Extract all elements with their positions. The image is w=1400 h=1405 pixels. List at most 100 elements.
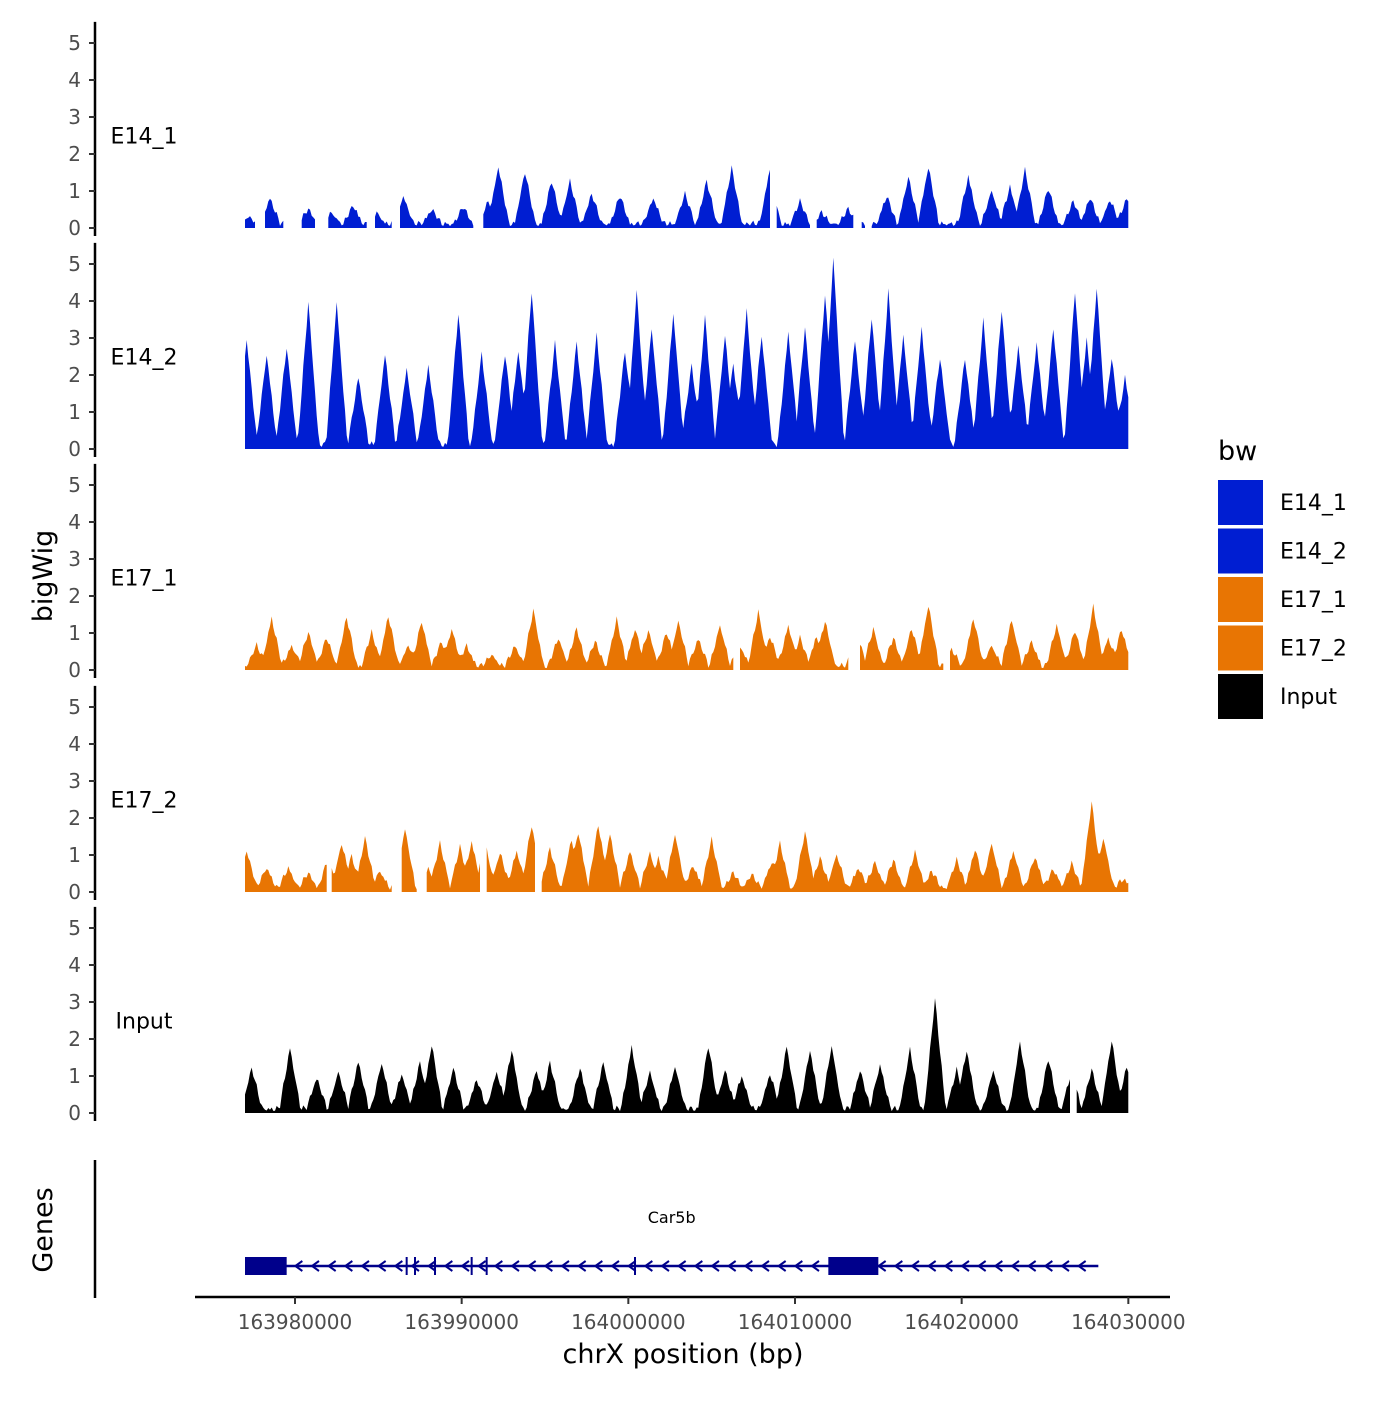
strand-arrow <box>376 1260 387 1272</box>
strand-arrow <box>426 1260 437 1272</box>
legend-label: Input <box>1280 685 1337 710</box>
x-tick-label: 164000000 <box>571 1310 686 1334</box>
strand-arrow <box>1060 1260 1070 1272</box>
strand-arrow <box>943 1260 953 1272</box>
legend-swatch <box>1218 577 1263 622</box>
legend-swatch <box>1218 480 1263 525</box>
strand-arrow <box>293 1260 303 1272</box>
x-tick-label: 164020000 <box>904 1310 1019 1334</box>
y-tick-label: 4 <box>68 510 81 534</box>
strand-arrow <box>576 1260 587 1272</box>
y-tick-label: 2 <box>68 1027 81 1051</box>
y-tick-label: 1 <box>68 400 81 424</box>
track-label: E17_1 <box>111 567 178 592</box>
y-tick-label: 5 <box>68 252 81 276</box>
strand-arrow <box>476 1260 487 1272</box>
x-axis: 163980000 163990000 164000000 164010000 1640… <box>195 1295 1186 1334</box>
strand-arrow <box>626 1260 637 1272</box>
strand-arrow <box>660 1260 670 1272</box>
strand-arrow <box>493 1260 503 1272</box>
strand-arrow <box>643 1260 653 1272</box>
y-tick-label: 5 <box>68 31 81 55</box>
exon <box>245 1257 287 1275</box>
y-tick-label: 3 <box>68 105 81 129</box>
strand-arrow <box>393 1260 403 1272</box>
track-E14_1: 0 1 2 3 4 5 E14_1 <box>68 21 1129 240</box>
x-tick-label: 164030000 <box>1071 1310 1186 1334</box>
strand-arrow <box>776 1260 787 1272</box>
exon <box>828 1257 879 1275</box>
y-tick-label: 4 <box>68 289 81 313</box>
y-axis-title: bigWig <box>28 530 59 623</box>
strand-arrow <box>993 1260 1003 1272</box>
track-label: E17_2 <box>111 789 178 814</box>
y-tick-label: 0 <box>68 658 81 682</box>
strand-arrow <box>743 1260 753 1272</box>
y-tick-label: 5 <box>68 916 81 940</box>
strand-arrow <box>710 1260 720 1272</box>
legend: bw E14_1 E14_2 E17_1 E17_2 Input <box>1218 436 1347 719</box>
signal-area-E14_2 <box>245 257 1129 449</box>
y-tick-label: 4 <box>68 732 81 756</box>
x-tick-label: 164010000 <box>738 1310 853 1334</box>
y-tick-label: 2 <box>68 142 81 166</box>
signal-area-E14_1 <box>245 165 1129 228</box>
track-E17_1: 0 1 2 3 4 5 E17_1 <box>68 463 1129 682</box>
x-tick-label: 163980000 <box>238 1310 353 1334</box>
y-tick-label: 2 <box>68 363 81 387</box>
legend-title: bw <box>1218 436 1257 467</box>
strand-arrow <box>810 1260 820 1272</box>
y-tick-label: 1 <box>68 843 81 867</box>
signal-area-Input <box>245 998 1129 1113</box>
strand-arrow <box>910 1260 920 1272</box>
strand-arrow <box>693 1260 703 1272</box>
strand-arrow <box>560 1260 570 1272</box>
strand-arrow <box>310 1260 320 1272</box>
strand-arrow <box>443 1260 453 1272</box>
track-E17_2: 0 1 2 3 4 5 E17_2 <box>68 685 1129 904</box>
y-tick-label: 2 <box>68 584 81 608</box>
y-tick-label: 3 <box>68 326 81 350</box>
signal-area-E17_1 <box>245 603 1129 670</box>
y-tick-label: 1 <box>68 1064 81 1088</box>
y-tick-label: 3 <box>68 990 81 1014</box>
y-tick-label: 0 <box>68 216 81 240</box>
strand-arrow <box>610 1260 620 1272</box>
y-tick-label: 0 <box>68 437 81 461</box>
legend-swatch <box>1218 528 1263 574</box>
legend-label: E14_2 <box>1280 540 1347 565</box>
y-tick-label: 4 <box>68 953 81 977</box>
legend-swatch <box>1218 625 1263 671</box>
y-tick-label: 1 <box>68 621 81 645</box>
y-tick-label: 2 <box>68 806 81 830</box>
track-Input: 0 1 2 3 4 5 Input <box>68 906 1129 1125</box>
strand-arrow <box>976 1260 987 1272</box>
strand-arrow <box>410 1260 420 1272</box>
strand-arrow <box>893 1260 903 1272</box>
strand-arrow <box>726 1260 737 1272</box>
gene-panel: Car5b <box>93 1160 1099 1298</box>
y-tick-label: 3 <box>68 769 81 793</box>
strand-arrow <box>526 1260 537 1272</box>
y-tick-label: 0 <box>68 880 81 904</box>
y-tick-label: 0 <box>68 1101 81 1125</box>
strand-arrow <box>960 1260 970 1272</box>
strand-arrow <box>793 1260 803 1272</box>
strand-arrow <box>543 1260 553 1272</box>
legend-swatch <box>1218 674 1263 719</box>
x-axis-title: chrX position (bp) <box>562 1339 803 1370</box>
strand-arrow <box>926 1260 937 1272</box>
legend-label: E17_2 <box>1280 637 1347 662</box>
track-E14_2: 0 1 2 3 4 5 E14_2 <box>68 242 1129 461</box>
strand-arrow <box>360 1260 370 1272</box>
y-tick-label: 5 <box>68 473 81 497</box>
track-label: E14_1 <box>111 125 178 150</box>
strand-arrow <box>460 1260 470 1272</box>
track-label: E14_2 <box>111 346 178 371</box>
x-tick-label: 163990000 <box>404 1310 519 1334</box>
strand-arrow <box>326 1260 337 1272</box>
strand-arrow <box>1076 1260 1087 1272</box>
y-tick-label: 3 <box>68 547 81 571</box>
